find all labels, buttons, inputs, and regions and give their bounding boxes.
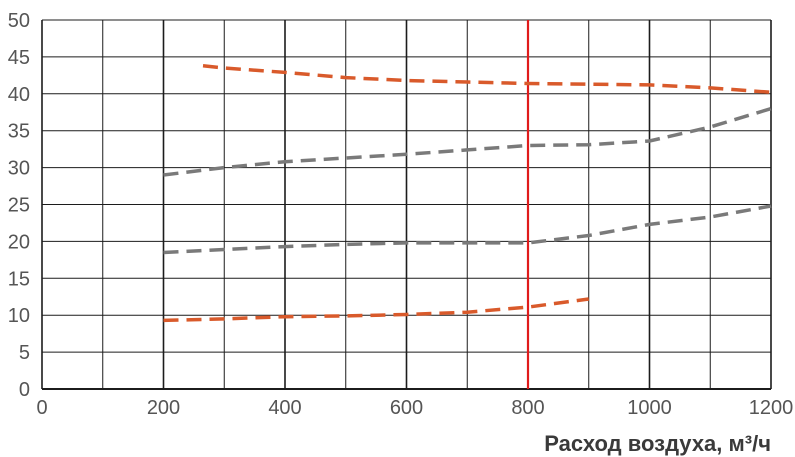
- x-tick-label: 200: [147, 397, 180, 419]
- y-tick-label: 15: [8, 268, 30, 290]
- x-tick-label: 0: [36, 397, 47, 419]
- x-tick-label: 1000: [627, 397, 672, 419]
- y-tick-label: 5: [19, 342, 30, 364]
- y-tick-label: 25: [8, 195, 30, 217]
- x-tick-label: 600: [390, 397, 423, 419]
- y-tick-label: 20: [8, 231, 30, 253]
- series-line-1: [202, 64, 772, 95]
- y-tick-label: 35: [8, 121, 30, 143]
- series-layer: [163, 64, 772, 323]
- y-tick-label: 0: [19, 379, 30, 401]
- series-line-3: [163, 204, 772, 255]
- y-tick-label: 40: [8, 84, 30, 106]
- y-tick-label: 10: [8, 305, 30, 327]
- y-tick-label: 50: [8, 10, 30, 32]
- y-tick-label: 45: [8, 47, 30, 69]
- tick-label-layer: 0 5 10 15 20 25 30 35 40 45 50 0 200 400 600 800 1000 120…: [8, 10, 794, 419]
- series-line-4: [163, 297, 590, 323]
- x-tick-label: 1200: [749, 397, 794, 419]
- grid-layer: [41, 19, 772, 390]
- y-tick-label: 30: [8, 158, 30, 180]
- x-tick-label: 800: [511, 397, 544, 419]
- x-tick-label: 400: [268, 397, 301, 419]
- series-line-2: [163, 106, 772, 177]
- x-axis-title: Расход воздуха, м³/ч: [544, 431, 771, 456]
